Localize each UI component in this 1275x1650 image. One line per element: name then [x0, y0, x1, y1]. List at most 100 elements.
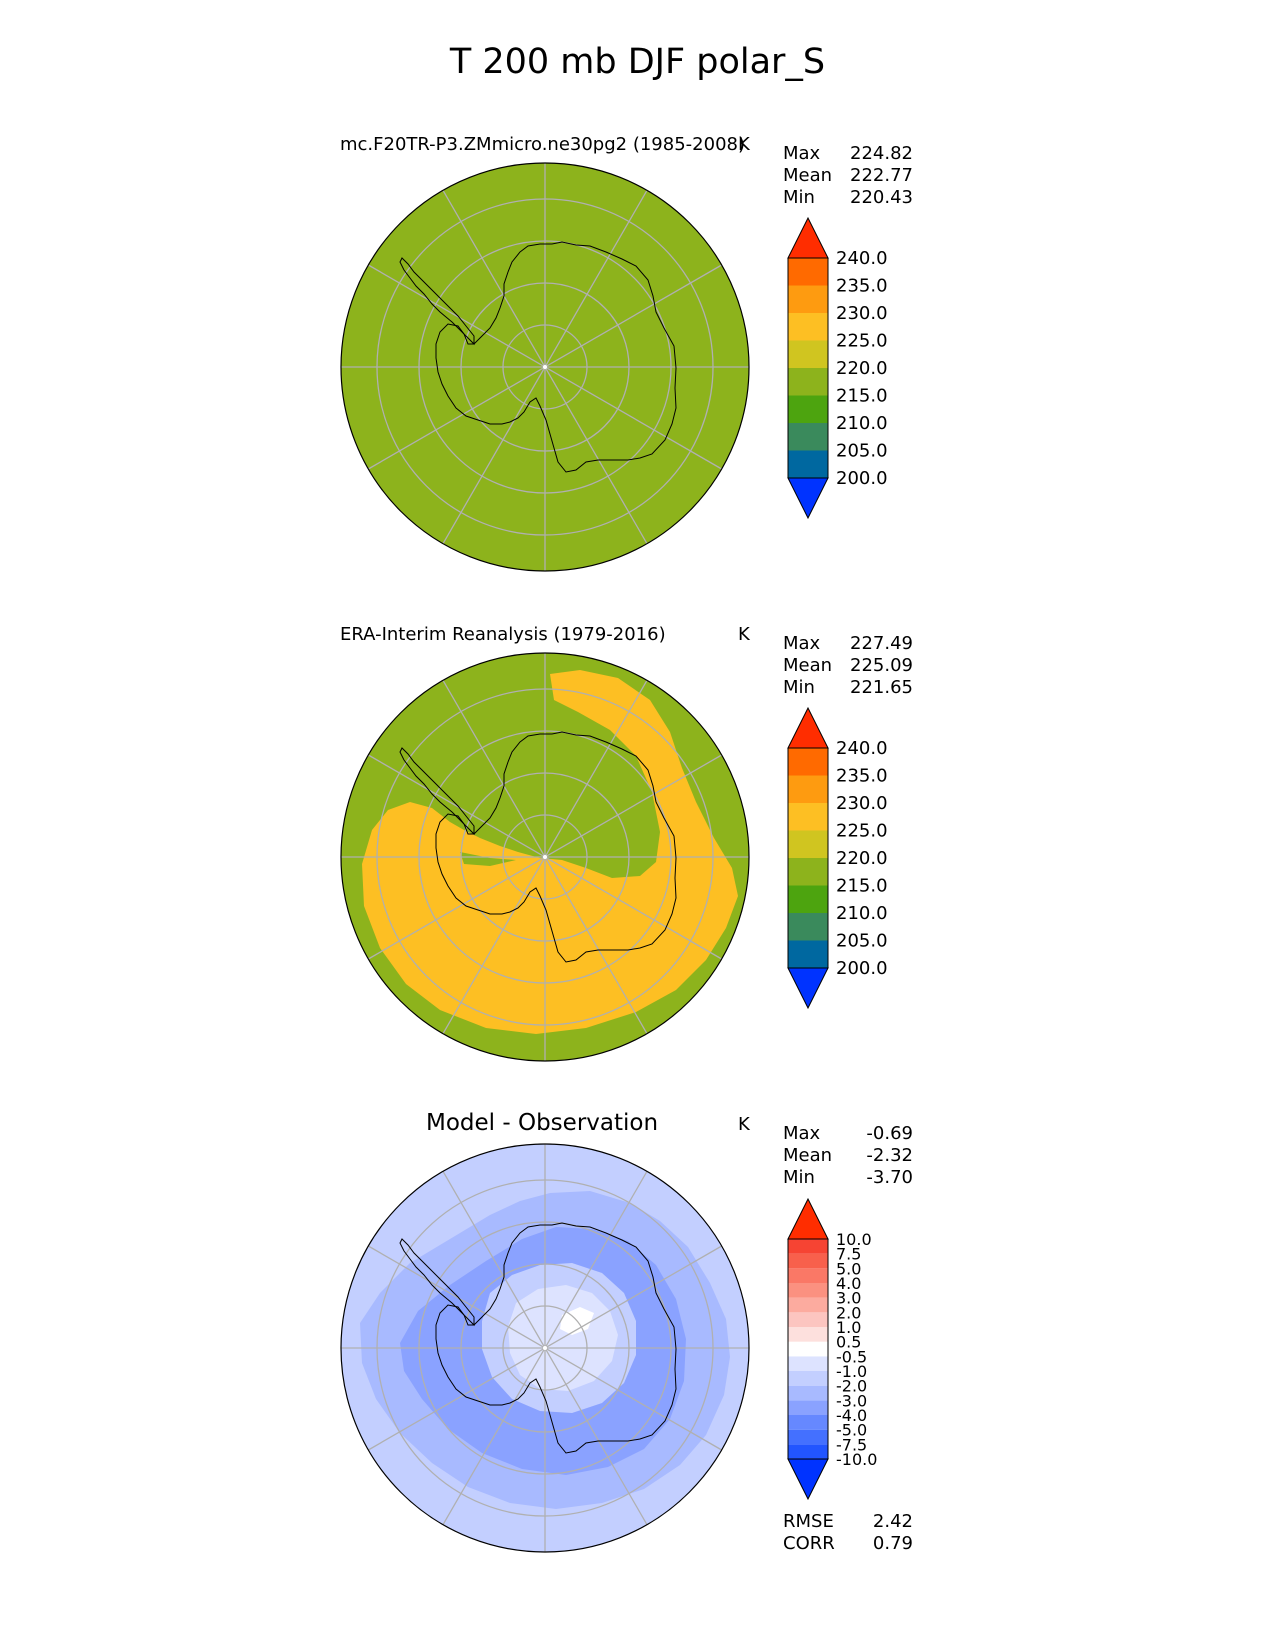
polar-map-reference — [340, 652, 750, 1062]
polar-map-test — [340, 162, 750, 572]
metric-label: CORR — [783, 1533, 835, 1554]
colorbar-extend-max — [787, 706, 829, 749]
coastline — [399, 1222, 677, 1454]
panel-title-reference: ERA-Interim Reanalysis (1979-2016) — [340, 624, 666, 645]
colorbar-tick-label: 10.0 — [836, 1230, 872, 1249]
map-outline — [340, 162, 750, 572]
colorbar-tick-label: 7.5 — [836, 1245, 861, 1264]
colorbar-bin — [788, 1239, 828, 1254]
stats-test: Max 224.82 Mean 222.77 Min 220.43 — [783, 143, 913, 209]
colorbar-tick-label: -0.5 — [836, 1347, 867, 1366]
colorbar-bin — [788, 803, 828, 831]
colorbar-bin — [788, 395, 828, 423]
pole-marker — [543, 855, 547, 859]
stat-label: Mean — [783, 1145, 833, 1166]
peninsula-coastline — [399, 1238, 475, 1327]
colorbar-bin — [788, 258, 828, 286]
metric-label: RMSE — [783, 1511, 834, 1532]
coastline — [399, 731, 677, 963]
stat-mean-value: 222.77 — [850, 165, 913, 186]
colorbar-tick-label: -1.0 — [836, 1362, 867, 1381]
stat-label: Max — [783, 143, 821, 164]
colorbar-tick-label: 220.0 — [836, 848, 888, 869]
colorbar-bin — [788, 1356, 828, 1371]
colorbar-test: 200.0 205.0 210.0 215.0 220.0 225.0 230.0 235.0… — [787, 216, 888, 520]
colorbar-tick-label: 235.0 — [836, 766, 888, 787]
colorbar-bin — [788, 1283, 828, 1298]
antarctica-coastline — [435, 1222, 677, 1454]
colorbar-tick-label: -4.0 — [836, 1406, 867, 1425]
stats-reference: Max 227.49 Mean 225.09 Min 221.65 — [783, 633, 913, 699]
figure-title: T 200 mb DJF polar_S — [449, 42, 826, 82]
peninsula-coastline — [399, 747, 475, 836]
polar-map-difference — [340, 1143, 750, 1553]
colorbar-tick-label: 235.0 — [836, 276, 888, 297]
stat-label: Mean — [783, 655, 833, 676]
units-reference: K — [738, 624, 750, 645]
pole-marker — [543, 1346, 547, 1350]
pole-marker — [543, 365, 547, 369]
colorbar-bin — [788, 1312, 828, 1327]
antarctica-coastline — [435, 731, 677, 963]
stat-max-value: 227.49 — [850, 633, 913, 654]
contour-fill-220-225 — [460, 852, 516, 866]
colorbar-extend-max — [787, 216, 829, 259]
colorbar-tick-label: 225.0 — [836, 331, 888, 352]
map-outline — [340, 1143, 750, 1553]
colorbar-tick-label: 230.0 — [836, 303, 888, 324]
colorbar-tick-label: 240.0 — [836, 738, 888, 759]
stat-label: Min — [783, 677, 815, 698]
colorbar-tick-label: -3.0 — [836, 1391, 867, 1410]
colorbar-bin — [788, 1341, 828, 1357]
colorbar-tick-label: 225.0 — [836, 821, 888, 842]
colorbar-tick-label: -5.0 — [836, 1421, 867, 1440]
colorbar-bin — [788, 1400, 828, 1415]
colorbar-tick-label: 210.0 — [836, 903, 888, 924]
colorbar-frame — [787, 257, 829, 479]
colorbar-bin — [788, 885, 828, 913]
antarctica-coastline — [435, 241, 677, 473]
colorbar-tick-label: -2.0 — [836, 1377, 867, 1396]
colorbar-bin — [788, 830, 828, 858]
stat-mean-value: -2.32 — [866, 1145, 913, 1166]
units-difference: K — [738, 1114, 750, 1135]
colorbar-difference: -10.0-7.5-5.0-4.0-3.0-2.0-1.0-0.50.51.02… — [787, 1197, 877, 1501]
colorbar-tick-label: 240.0 — [836, 248, 888, 269]
panel-title-difference: Model - Observation — [426, 1110, 659, 1136]
colorbar-bin — [788, 1415, 828, 1430]
colorbar-tick-label: 220.0 — [836, 358, 888, 379]
stat-min-value: 220.43 — [850, 187, 913, 208]
colorbar-bin — [788, 913, 828, 941]
colorbar-tick-label: 205.0 — [836, 931, 888, 952]
colorbar-bin — [788, 1444, 828, 1459]
colorbar-bin — [788, 450, 828, 478]
colorbar-tick-label: 215.0 — [836, 386, 888, 407]
units-test: K — [738, 134, 750, 155]
stat-mean-value: 225.09 — [850, 655, 913, 676]
colorbar-bin — [788, 1327, 828, 1342]
stat-max-value: 224.82 — [850, 143, 913, 164]
colorbar-tick-label: -7.5 — [836, 1435, 867, 1454]
colorbar-bin — [788, 340, 828, 368]
stat-label: Max — [783, 633, 821, 654]
colorbar-tick-label: 210.0 — [836, 413, 888, 434]
colorbar-bin — [788, 1297, 828, 1313]
map-outline — [340, 652, 750, 1062]
colorbar-tick-label: 200.0 — [836, 958, 888, 979]
coastline — [399, 241, 677, 473]
colorbar-tick-label: 3.0 — [836, 1289, 861, 1308]
colorbar-tick-label: 230.0 — [836, 793, 888, 814]
colorbar-tick-label: 0.5 — [836, 1333, 861, 1352]
colorbar-tick-label: 4.0 — [836, 1274, 861, 1293]
colorbar-tick-label: -10.0 — [836, 1450, 877, 1469]
colorbar-extend-max — [787, 1197, 829, 1240]
colorbar-bin — [788, 1268, 828, 1283]
colorbar-tick-label: 1.0 — [836, 1318, 861, 1337]
colorbar-bin — [788, 1429, 828, 1445]
colorbar-bin — [788, 858, 828, 886]
stats-difference: Max -0.69 Mean -2.32 Min -3.70 — [783, 1123, 913, 1189]
colorbar-extend-min — [787, 477, 829, 520]
stat-min-value: 221.65 — [850, 677, 913, 698]
colorbar-extend-min — [787, 967, 829, 1010]
colorbar-reference: 200.0 205.0 210.0 215.0 220.0 225.0 230.0 235.0… — [787, 706, 888, 1010]
